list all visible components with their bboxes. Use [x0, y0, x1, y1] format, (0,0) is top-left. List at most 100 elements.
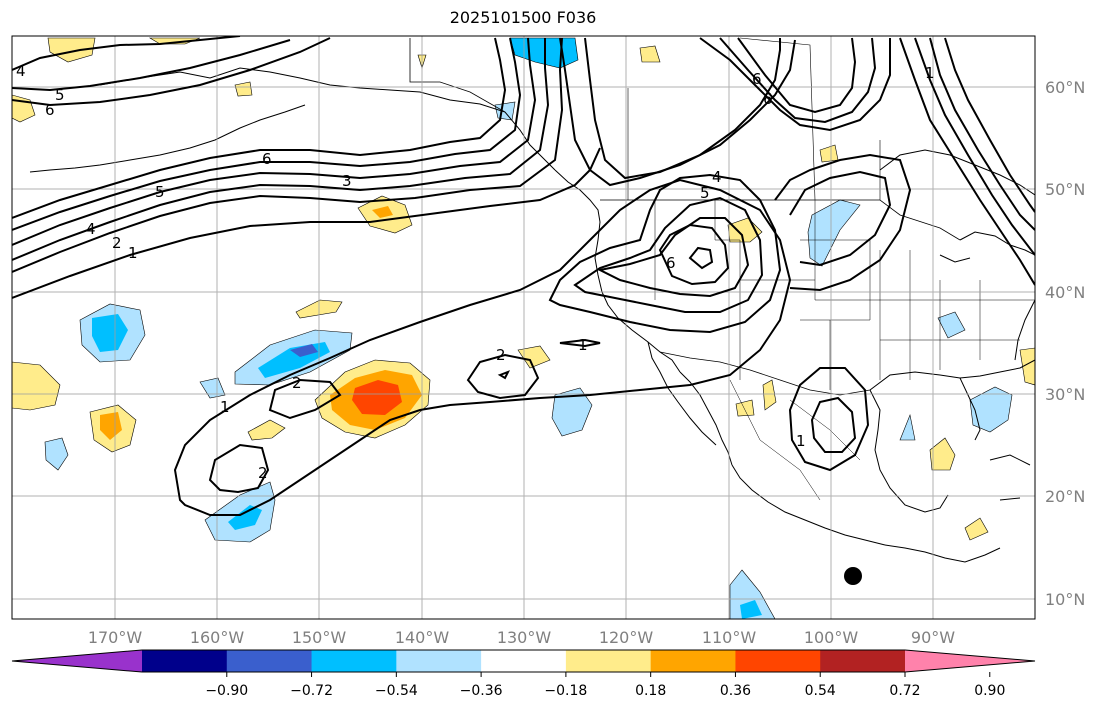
contour-plains-2 [789, 170, 892, 267]
colorbar-tick-label: 0.18 [635, 683, 666, 699]
contour-plains-1 [774, 153, 912, 292]
patch-yellow-mexico-2 [735, 399, 755, 417]
patch-yellow-gulf [929, 437, 956, 471]
patch-red-subtropical [352, 380, 402, 415]
lon-label: 90°W [911, 628, 955, 647]
longitude-labels: 170°W 160°W 150°W 140°W 130°W 120°W 110°… [88, 628, 955, 647]
patch-blue-small-2 [551, 387, 593, 437]
contour-label: 2 [112, 234, 122, 252]
colorbar-tick-label: −0.90 [205, 683, 248, 699]
contour-label: 4 [86, 220, 96, 238]
contour-gulf-low-1 [788, 367, 870, 472]
patch-orange-n-pacific [372, 206, 393, 218]
lon-label: 170°W [88, 628, 143, 647]
contour-label: 3 [342, 172, 352, 190]
contour-canada-5 [584, 37, 781, 180]
contour-label: 5 [55, 86, 65, 104]
contour-east-2 [914, 37, 1035, 256]
colorbar-tick-label: 0.36 [720, 683, 751, 699]
patch-yellow-nw-1 [47, 37, 96, 63]
contour-label: 2 [292, 374, 302, 392]
lon-label: 120°W [599, 628, 654, 647]
patch-blue-florida [899, 413, 916, 441]
lat-label: 50°N [1045, 180, 1085, 199]
patch-blue-small-1 [44, 437, 69, 471]
contour-east-1 [899, 37, 1035, 286]
contour-band-4 [12, 38, 550, 261]
contour-label: 4 [712, 168, 722, 186]
contour-nw-1 [12, 36, 241, 71]
colorbar-segment [481, 650, 567, 672]
contour-label: 2 [258, 464, 268, 482]
colorbar-extend-high [905, 650, 1035, 672]
lon-label: 140°W [395, 628, 450, 647]
colorbar-tick-label: −0.36 [460, 683, 503, 699]
contour-east-4 [944, 37, 1035, 213]
lon-label: 130°W [497, 628, 552, 647]
colorbar-tick-label: 0.72 [889, 683, 920, 699]
map-content [12, 36, 1035, 619]
colorbar-segment [820, 650, 906, 672]
contour-small-loop [497, 370, 511, 380]
contour-label: 1 [128, 244, 138, 262]
colorbar-segment [565, 650, 652, 672]
colorbar-tick-label: 0.54 [805, 683, 836, 699]
contour-subtropical-2 [208, 443, 270, 494]
contour-band-1 [12, 37, 507, 219]
coastline-east-coast [1014, 299, 1035, 361]
colorbar: −0.90 −0.72 −0.54 −0.36 −0.18 0.18 0.36 0.54 0.7… [11, 649, 1036, 699]
patch-yellow-alaska [234, 81, 253, 97]
coastline-gulf-california [647, 341, 717, 446]
patch-yellow-canada [639, 45, 661, 63]
coastline-great-lakes [939, 231, 1035, 263]
contour-label: 6 [262, 150, 272, 168]
patch-blue-south-pacific [204, 481, 276, 543]
contour-label: 1 [220, 398, 230, 416]
patch-yellow-west [12, 361, 61, 411]
colorbar-outline [11, 649, 1036, 673]
coastline-canada-west [554, 169, 601, 223]
patch-blue-south-pacific-core [228, 505, 262, 530]
contour-gulf-low-2 [810, 396, 857, 453]
contour-labels: 4 5 6 6 5 3 4 2 1 2 1 2 2 1 6 5 4 6 1 1 … [16, 62, 935, 482]
lat-label: 20°N [1045, 487, 1085, 506]
colorbar-extend-low [12, 650, 142, 672]
coastline-mexico-west [731, 464, 886, 546]
coastline-caribbean [989, 454, 1031, 501]
patch-blue-tropical-core [740, 600, 762, 619]
colorbar-tick-label: −0.54 [375, 683, 418, 699]
contour-west-us-1 [548, 173, 782, 334]
colorbar-tick-label: 0.90 [974, 683, 1005, 699]
colorbar-segment [650, 650, 736, 672]
patch-purple-central-pacific [290, 344, 318, 357]
contour-label: 5 [155, 183, 165, 201]
colorbar-segment [226, 650, 313, 672]
contour-label: 2 [496, 346, 506, 364]
coastline-central-america [884, 544, 1001, 563]
patch-yellow-caribbean [964, 517, 989, 541]
lat-label: 30°N [1045, 385, 1085, 404]
patch-blue-se-us [937, 311, 966, 339]
coastline-alaska [99, 67, 556, 171]
contour-label: 1 [578, 336, 588, 354]
patch-blue-small-3 [199, 377, 226, 399]
contour-label: 6 [752, 70, 762, 88]
coastline-florida [959, 377, 981, 441]
patch-yellow-nw-3 [148, 37, 201, 45]
contour-label: 6 [666, 254, 676, 272]
contour-west-us-4 [658, 223, 730, 286]
patch-blue-gulf-of-alaska [494, 101, 516, 121]
lon-label: 100°W [804, 628, 859, 647]
map-title: 2025101500 F036 [449, 8, 597, 27]
contour-canada-3 [737, 37, 857, 114]
colorbar-tick-label: −0.18 [544, 683, 587, 699]
contour-label: 4 [16, 62, 26, 80]
contour-nw-3 [12, 37, 331, 107]
lat-label: 10°N [1045, 590, 1085, 609]
colorbar-segment [311, 650, 397, 672]
contour-canada-4 [559, 37, 796, 187]
contour-band-2 [12, 37, 522, 231]
colorbar-segment [735, 650, 821, 672]
map-frame [11, 35, 1036, 620]
patch-yellow-mexico-1 [762, 379, 777, 411]
